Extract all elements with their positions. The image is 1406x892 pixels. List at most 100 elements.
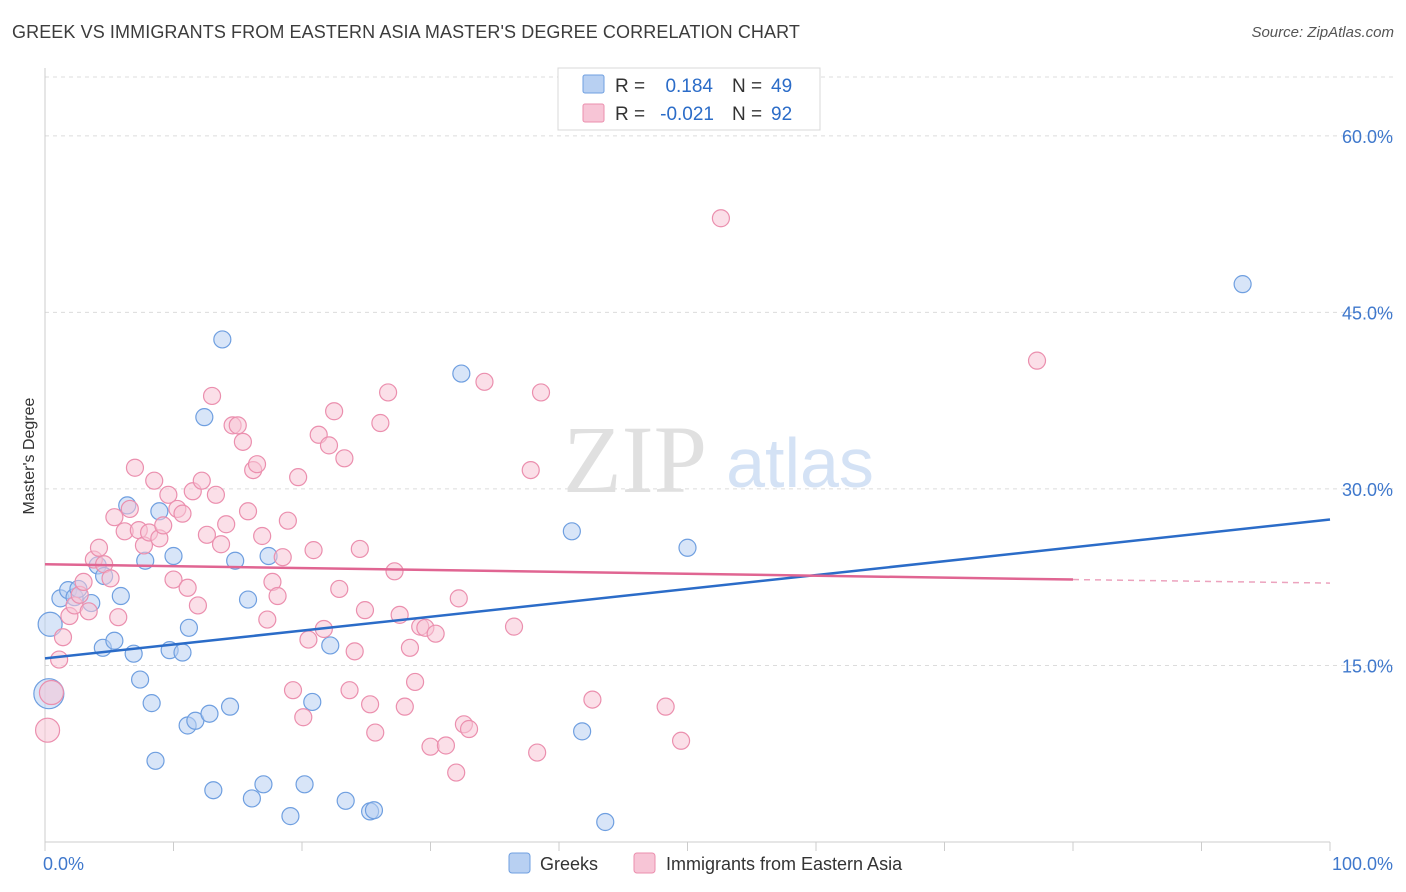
point-immigrants [74, 572, 93, 592]
point-greeks [142, 694, 161, 713]
point-immigrants [421, 737, 440, 756]
point-greeks [204, 781, 223, 800]
point-immigrants [400, 638, 420, 657]
point-immigrants [233, 432, 252, 451]
point-greeks [452, 364, 471, 383]
point-greeks [220, 697, 240, 716]
point-immigrants [304, 541, 323, 560]
point-immigrants [192, 471, 211, 490]
y-axis-label: Master's Degree [21, 397, 38, 514]
point-greeks [173, 643, 192, 662]
point-immigrants [206, 485, 226, 504]
point-immigrants [50, 650, 69, 669]
point-immigrants [475, 372, 494, 391]
point-immigrants [405, 672, 425, 692]
point-immigrants [258, 610, 277, 629]
point-immigrants [202, 386, 222, 406]
point-immigrants [350, 539, 369, 559]
axes [44, 68, 1331, 851]
trend-line-immigrants-extension [1072, 578, 1331, 584]
point-greeks [200, 704, 219, 723]
stats-n-value-greeks: 49 [771, 76, 792, 97]
point-greeks [111, 586, 130, 606]
point-immigrants [531, 383, 551, 402]
point-greeks [254, 775, 273, 794]
point-immigrants [656, 697, 675, 716]
point-immigrants [247, 455, 267, 474]
point-immigrants [278, 511, 297, 530]
point-immigrants [459, 719, 479, 739]
point-greeks [573, 722, 592, 741]
series-legend: Greeks Immigrants from Eastern Asia [508, 852, 903, 874]
stats-r-value-immigrants: -0.021 [660, 104, 714, 125]
point-greeks [364, 801, 384, 820]
point-immigrants [671, 731, 691, 750]
watermark: ZIP atlas [563, 406, 874, 513]
point-greeks [281, 807, 300, 826]
point-greeks [105, 631, 124, 650]
point-immigrants [449, 589, 468, 608]
point-greeks [238, 590, 258, 609]
point-immigrants [159, 485, 178, 504]
point-greeks [596, 812, 615, 832]
point-immigrants [299, 630, 318, 649]
point-greeks [37, 611, 63, 637]
data-points [33, 209, 1252, 832]
trend-line-greeks [44, 518, 1331, 660]
trend-line-immigrants [44, 562, 1074, 581]
legend-swatch-immigrants [633, 852, 656, 874]
stats-r-label-immigrants: R = [615, 104, 645, 125]
point-greeks [303, 692, 322, 712]
trend-lines [44, 518, 1331, 660]
point-immigrants [319, 436, 339, 455]
point-greeks [195, 408, 214, 427]
point-greeks [164, 546, 183, 566]
point-immigrants [178, 578, 197, 597]
point-immigrants [447, 763, 466, 782]
point-immigrants [528, 743, 547, 762]
point-immigrants [197, 525, 217, 544]
point-immigrants [355, 601, 375, 620]
stats-r-label-greeks: R = [615, 76, 645, 97]
point-immigrants [217, 515, 236, 534]
stats-swatch-immigrants [582, 103, 605, 123]
point-immigrants [283, 681, 303, 700]
chart-source: Source: ZipAtlas.com [1251, 24, 1394, 41]
point-immigrants [395, 697, 414, 716]
point-greeks [226, 551, 245, 570]
point-immigrants [1027, 351, 1047, 370]
x-tick-label: 100.0% [1332, 854, 1393, 874]
point-greeks [678, 538, 697, 557]
point-immigrants [289, 468, 308, 487]
point-immigrants [325, 402, 344, 421]
point-immigrants [253, 526, 272, 546]
stats-n-label-greeks: N = [732, 76, 762, 97]
chart-title: GREEK VS IMMIGRANTS FROM EASTERN ASIA MA… [12, 22, 800, 42]
point-immigrants [345, 642, 364, 661]
x-tick-label: 0.0% [43, 854, 84, 874]
point-immigrants [173, 504, 192, 523]
point-immigrants [120, 499, 139, 519]
point-immigrants [79, 602, 98, 621]
point-immigrants [154, 516, 173, 535]
y-tick-labels: 15.0% 30.0% 45.0% 60.0% [1342, 127, 1393, 677]
point-immigrants [385, 562, 404, 581]
point-immigrants [340, 681, 359, 700]
legend-label-greeks: Greeks [540, 854, 598, 874]
stats-r-value-greeks: 0.184 [665, 76, 713, 97]
point-greeks [242, 789, 261, 808]
point-immigrants [335, 449, 354, 468]
point-greeks [1233, 275, 1252, 294]
point-immigrants [101, 569, 120, 588]
point-immigrants [53, 628, 73, 647]
point-greeks [213, 330, 232, 349]
point-greeks [146, 751, 165, 770]
point-immigrants [164, 570, 183, 589]
point-immigrants [711, 209, 731, 228]
point-immigrants [361, 695, 380, 714]
point-immigrants [145, 471, 164, 490]
stats-swatch-greeks [582, 74, 605, 94]
stats-legend: R = 0.184 N = 49 R = -0.021 N = 92 [557, 67, 821, 131]
watermark-zip: ZIP [563, 406, 707, 513]
x-tick-labels: 0.0% 100.0% [43, 854, 1393, 874]
